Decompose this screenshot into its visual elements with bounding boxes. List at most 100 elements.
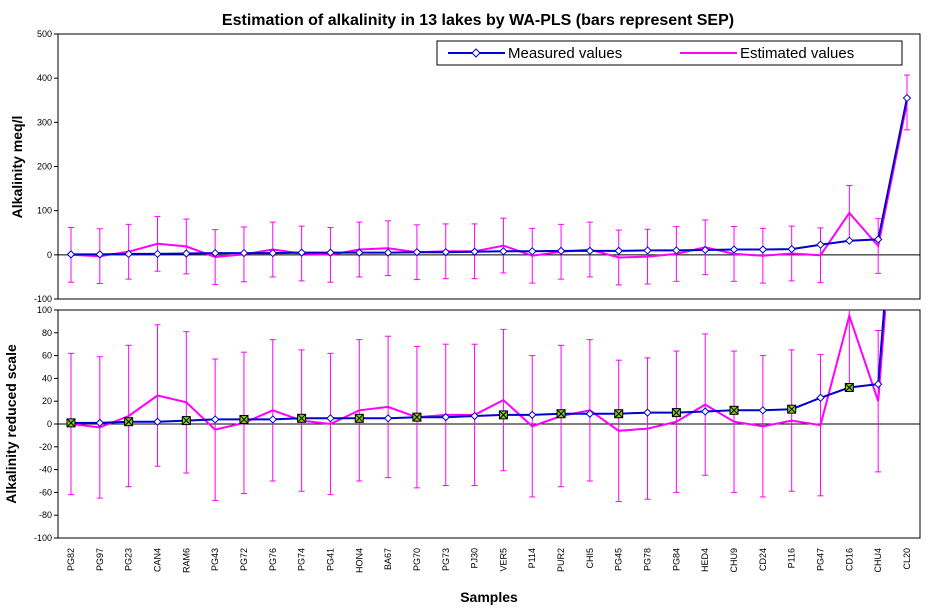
top-ytick-label: 0 [47, 250, 52, 260]
measured-marker [672, 246, 681, 255]
measured-marker [528, 247, 537, 256]
measured-marker-cross [297, 413, 306, 423]
x-tick-label: PG74 [297, 548, 307, 571]
measured-marker [528, 410, 537, 420]
legend: Measured values Estimated values [436, 40, 903, 66]
x-tick-label: PG70 [412, 548, 422, 571]
x-tick-label: CL20 [902, 548, 912, 570]
measured-marker [470, 411, 479, 421]
measured-marker-cross [124, 417, 134, 427]
measured-marker-cross [614, 409, 624, 419]
bottom-panel: Alkalinity reduced scale 100 80 60 40 20 0 -20… [3, 305, 921, 543]
measured-marker [210, 248, 220, 258]
bottom-ytick-label: 0 [47, 419, 52, 429]
top-plot-area [57, 33, 921, 300]
bottom-ytick-label: -100 [34, 533, 52, 543]
top-clipped-series [66, 74, 912, 286]
bottom-y-ticks: 100 80 60 40 20 0 -20 -40 -60 -80 -100 [34, 305, 58, 543]
x-tick-label: CHU4 [873, 548, 883, 573]
bottom-ytick-label: -60 [39, 487, 52, 497]
legend-measured-marker [471, 48, 481, 58]
x-tick-label: VER5 [498, 548, 508, 572]
legend-measured-label: Measured values [508, 45, 622, 62]
x-tick-label: CAN4 [153, 548, 163, 572]
x-tick-label: P114 [527, 548, 537, 568]
measured-marker [268, 248, 278, 258]
measured-marker [816, 240, 825, 249]
top-ytick-label: 100 [37, 206, 52, 216]
measured-marker [326, 414, 335, 423]
measured-marker-cross [499, 410, 508, 420]
x-tick-label: PG72 [239, 548, 249, 571]
top-panel: Alkalinity meq/l 500 400 300 200 100 0 -100 Me… [9, 29, 921, 304]
x-tick-label: PG76 [268, 548, 278, 571]
measured-marker [700, 245, 710, 255]
measured-marker-cross [354, 413, 364, 423]
x-tick-label: RAM6 [181, 548, 191, 573]
measured-series-line [71, 97, 908, 256]
bottom-y-axis-label: Alkalinity reduced scale [3, 344, 19, 504]
measured-marker [124, 249, 133, 259]
measured-marker [95, 250, 105, 259]
measured-marker [787, 244, 796, 254]
measured-marker [816, 393, 825, 402]
x-tick-label: CD16 [844, 548, 854, 571]
x-tick-label: P116 [787, 548, 797, 568]
measured-marker [585, 246, 595, 256]
measured-marker [700, 407, 710, 416]
measured-marker [873, 235, 883, 244]
measured-marker-cross [181, 416, 191, 425]
bottom-ytick-label: 60 [42, 351, 52, 361]
top-ytick-label: -100 [34, 294, 52, 304]
x-tick-label: CHI5 [585, 548, 595, 569]
measured-marker [355, 248, 364, 257]
bottom-ytick-label: 40 [42, 373, 52, 383]
bottom-ytick-label: -80 [39, 510, 52, 520]
measured-marker [412, 247, 422, 257]
chart-title: Estimation of alkalinity in 13 lakes by … [222, 12, 734, 29]
measured-marker [182, 249, 191, 258]
x-tick-label: PG97 [95, 548, 105, 571]
x-tick-label: PG73 [441, 548, 451, 571]
measured-marker [66, 250, 76, 259]
measured-marker [729, 245, 739, 254]
estimated-series-line [70, 102, 908, 259]
bottom-ytick-label: 20 [42, 396, 52, 406]
measured-marker [873, 379, 883, 389]
bottom-ytick-label: 100 [37, 305, 52, 315]
top-ytick-label: 500 [37, 29, 52, 39]
top-ytick-label: 300 [37, 117, 52, 127]
measured-marker [556, 246, 566, 256]
x-tick-labels: PG82 PG97 PG23 CAN4 RAM6 PG43 PG72 PG76 PG74 PG41… [66, 548, 912, 573]
x-tick-label: PUR2 [556, 548, 566, 572]
bottom-ytick-label: -20 [39, 442, 52, 452]
x-tick-label: HED4 [700, 548, 710, 572]
measured-marker-cross [412, 412, 422, 422]
measured-marker [758, 245, 768, 254]
x-tick-label: PG84 [671, 548, 681, 571]
measured-marker-cross [672, 408, 681, 417]
x-tick-label: CD24 [758, 548, 768, 571]
x-tick-label: PG78 [643, 548, 653, 571]
measured-marker-cross [66, 418, 76, 428]
top-ytick-label: 200 [37, 162, 52, 172]
measured-marker [758, 406, 768, 415]
measured-marker [614, 246, 623, 256]
x-tick-label: PG23 [124, 548, 134, 571]
x-tick-label: PG45 [614, 548, 624, 571]
top-y-axis-label: Alkalinity meq/l [9, 116, 25, 219]
x-tick-label: PJ30 [470, 548, 480, 569]
measured-marker [902, 93, 912, 103]
measured-marker-cross [239, 415, 249, 424]
measured-marker-cross [787, 404, 797, 414]
measured-marker [210, 415, 220, 424]
top-ytick-label: 400 [37, 73, 52, 83]
measured-marker [383, 248, 393, 257]
measured-marker [326, 248, 335, 257]
measured-marker [153, 417, 162, 426]
measured-marker [268, 415, 278, 424]
x-tick-label: PG82 [66, 548, 76, 571]
x-tick-label: PG47 [816, 548, 826, 571]
x-tick-label: BA67 [383, 548, 393, 570]
